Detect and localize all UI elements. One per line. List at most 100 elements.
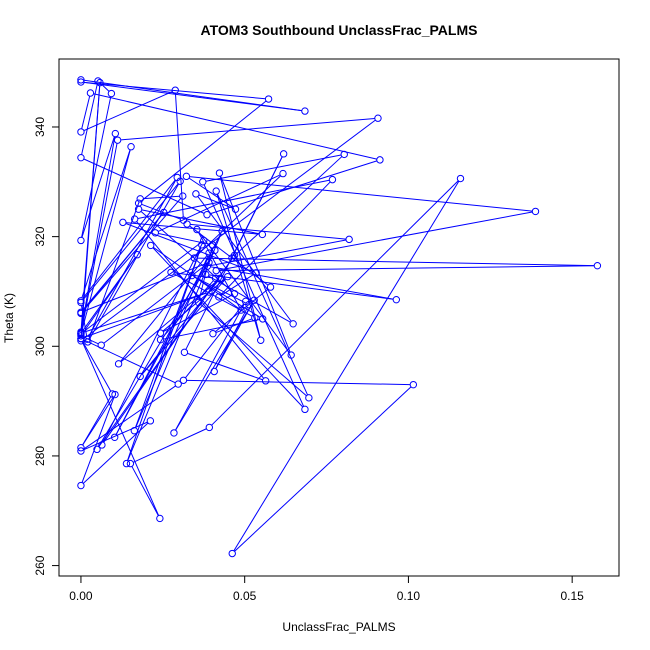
data-point	[174, 380, 182, 388]
data-point	[230, 289, 239, 298]
series-segment	[83, 421, 148, 451]
series-segment	[81, 96, 112, 238]
series-segment	[131, 466, 159, 516]
data-point	[261, 377, 270, 385]
data-point	[531, 207, 540, 216]
data-point	[198, 241, 206, 249]
series-segment	[120, 279, 218, 363]
data-point	[250, 296, 258, 304]
data-lines	[80, 79, 595, 552]
series-segment	[81, 95, 91, 129]
series-segment	[84, 81, 302, 112]
series-segment	[186, 379, 411, 386]
data-point	[77, 78, 85, 86]
data-point	[77, 236, 85, 245]
series-segment	[137, 179, 330, 219]
series-segment	[83, 242, 202, 333]
series-segment	[175, 302, 253, 431]
data-point	[205, 288, 213, 296]
series-segment	[211, 180, 459, 426]
data-point	[245, 300, 253, 309]
series-segment	[135, 255, 209, 428]
data-point	[305, 394, 313, 402]
series-segment	[88, 201, 140, 340]
data-point	[194, 298, 203, 307]
series-segment	[93, 93, 377, 160]
series-segment	[187, 352, 263, 381]
data-point	[237, 306, 245, 314]
data-point	[289, 320, 297, 328]
data-point	[134, 205, 143, 213]
y-tick-label: 300	[33, 336, 47, 356]
series-segment	[234, 386, 412, 552]
data-point	[167, 268, 175, 276]
series-segment	[189, 176, 533, 212]
data-point	[188, 271, 196, 280]
data-point	[212, 187, 220, 195]
data-point	[257, 336, 265, 344]
series-segment	[157, 174, 281, 232]
data-point	[114, 360, 123, 368]
series-segment	[163, 319, 260, 340]
data-point	[328, 175, 337, 184]
data-point	[279, 169, 287, 178]
data-point	[151, 229, 159, 237]
series-segment	[81, 397, 115, 483]
series-segment	[233, 156, 343, 257]
data-point	[77, 332, 85, 340]
data-point	[215, 169, 224, 177]
data-point	[86, 89, 95, 97]
data-point	[130, 427, 139, 435]
data-point	[218, 227, 226, 235]
data-point	[409, 380, 418, 389]
series-segment	[83, 385, 176, 450]
series-segment	[200, 304, 307, 397]
series-segment	[127, 233, 222, 461]
data-point	[203, 211, 211, 219]
data-point	[108, 390, 117, 398]
data-point	[211, 246, 219, 255]
data-point	[200, 236, 208, 245]
series-segment	[189, 225, 269, 286]
data-point	[77, 329, 85, 338]
data-point	[252, 269, 260, 277]
data-point	[77, 444, 85, 452]
data-point	[179, 376, 188, 384]
data-point	[301, 405, 309, 414]
data-point	[77, 447, 85, 455]
data-point	[215, 293, 223, 301]
data-point	[593, 261, 602, 270]
series-segment	[197, 257, 595, 267]
x-tick-label: 0.05	[233, 589, 257, 603]
data-point	[176, 177, 184, 185]
data-point	[202, 270, 210, 279]
x-axis-label: UnclassFrac_PALMS	[282, 620, 395, 634]
data-point	[456, 174, 465, 183]
x-axis: 0.00 0.05 0.10 0.15	[69, 575, 584, 603]
data-point	[230, 251, 239, 259]
series-segment	[220, 181, 331, 295]
x-tick-label: 0.10	[397, 589, 421, 603]
series-segment	[219, 265, 595, 272]
data-point	[205, 258, 213, 267]
series-segment	[208, 274, 394, 300]
data-point	[258, 230, 267, 239]
data-point	[193, 225, 201, 234]
series-segment	[143, 195, 180, 200]
data-point	[345, 235, 353, 244]
data-point	[209, 329, 217, 338]
data-point	[97, 341, 105, 349]
series-segment	[82, 179, 176, 299]
data-point	[94, 77, 102, 85]
series-segment	[219, 176, 261, 338]
series-segment	[82, 396, 114, 446]
data-point	[231, 205, 240, 213]
data-point	[93, 445, 101, 454]
series-segment	[82, 396, 112, 446]
data-point	[171, 86, 179, 94]
data-point	[96, 78, 104, 87]
series-segment	[81, 136, 115, 238]
data-point	[223, 272, 232, 281]
series-segment	[80, 85, 101, 338]
data-point	[160, 208, 168, 217]
